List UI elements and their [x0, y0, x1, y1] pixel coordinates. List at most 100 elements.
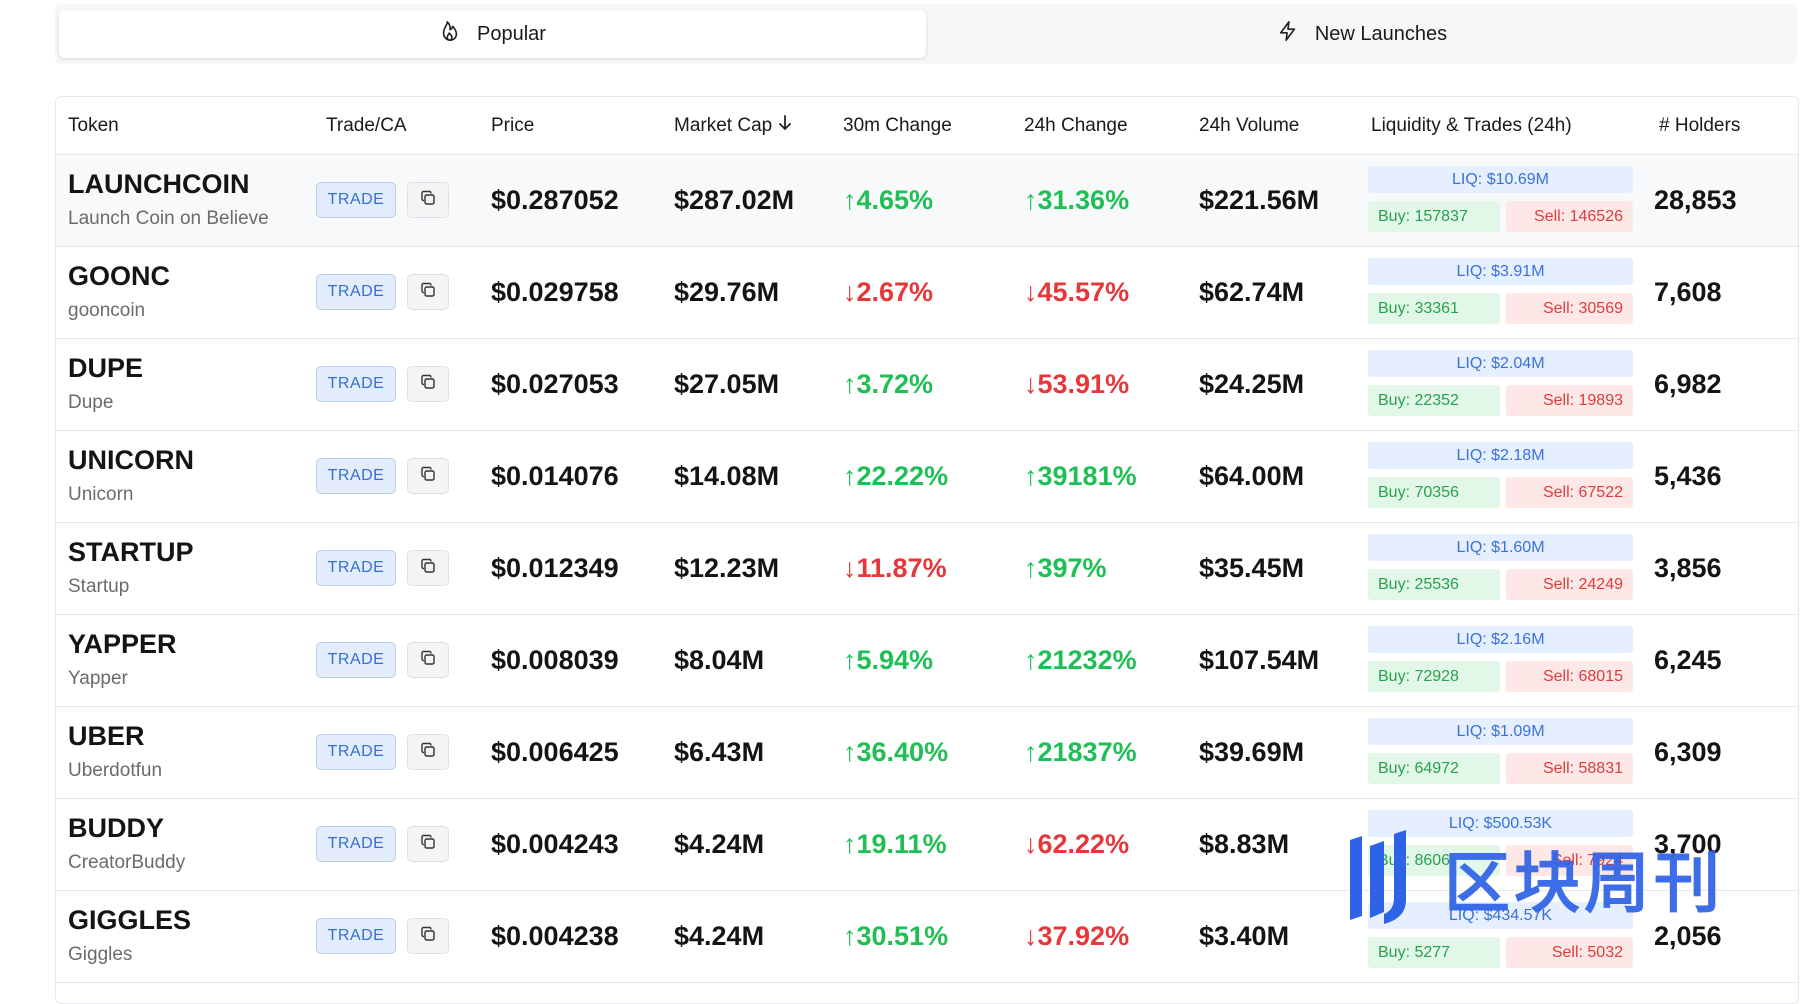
- token-symbol[interactable]: DUPE: [68, 353, 144, 383]
- sell-count-badge: Sell: 146526: [1506, 201, 1633, 232]
- table-row[interactable]: DUPE Dupe TRADE $0.027053 $27.05M ↑3.72% ↓53.9…: [56, 339, 1798, 431]
- price: $0.004243: [491, 829, 619, 859]
- token-symbol[interactable]: UBER: [68, 721, 145, 751]
- volume-24h: $39.69M: [1199, 737, 1305, 767]
- sell-count-badge: Sell: 67522: [1506, 477, 1633, 508]
- copy-address-button[interactable]: [407, 182, 449, 218]
- buy-count-badge: Buy: 25536: [1368, 569, 1500, 600]
- copy-address-button[interactable]: [407, 642, 449, 678]
- token-symbol[interactable]: UNICORN: [68, 445, 194, 475]
- trade-button[interactable]: TRADE: [316, 826, 396, 862]
- holders-count: 28,853: [1654, 185, 1737, 215]
- table-row[interactable]: LAUNCHCOIN Launch Coin on Believe TRADE $0.…: [56, 155, 1798, 247]
- copy-address-button[interactable]: [407, 366, 449, 402]
- header-liquidity[interactable]: Liquidity & Trades (24h): [1371, 115, 1572, 136]
- trade-button[interactable]: TRADE: [316, 274, 396, 310]
- price: $0.029758: [491, 277, 619, 307]
- change-30m: ↑5.94%: [843, 645, 934, 675]
- token-name: gooncoin: [68, 300, 146, 321]
- trade-button[interactable]: TRADE: [316, 458, 396, 494]
- copy-icon: [420, 650, 436, 671]
- token-name: Unicorn: [68, 484, 134, 505]
- header-market-cap-label: Market Cap: [674, 115, 773, 136]
- copy-icon: [420, 926, 436, 947]
- change-30m: ↑36.40%: [843, 737, 949, 767]
- holders-count: 3,856: [1654, 553, 1722, 583]
- copy-address-button[interactable]: [407, 550, 449, 586]
- table-row[interactable]: UBER Uberdotfun TRADE $0.006425 $6.43M ↑36.40…: [56, 707, 1798, 799]
- tab-popular[interactable]: Popular: [59, 10, 926, 58]
- token-name: Giggles: [68, 944, 133, 965]
- change-24h: ↑21232%: [1024, 645, 1137, 675]
- header-30m-change[interactable]: 30m Change: [843, 115, 952, 136]
- change-30m: ↑22.22%: [843, 461, 949, 491]
- market-cap: $8.04M: [674, 645, 765, 675]
- liquidity-badge: LIQ: $3.91M: [1368, 258, 1633, 285]
- market-cap: $4.24M: [674, 829, 765, 859]
- token-symbol[interactable]: LAUNCHCOIN: [68, 169, 250, 199]
- trade-button[interactable]: TRADE: [316, 550, 396, 586]
- table-row[interactable]: GOONC gooncoin TRADE $0.029758 $29.76M ↓2.67%…: [56, 247, 1798, 339]
- change-30m: ↑30.51%: [843, 921, 949, 951]
- market-cap: $14.08M: [674, 461, 780, 491]
- table-row[interactable]: STARTUP Startup TRADE $0.012349 $12.23M ↓11.8…: [56, 523, 1798, 615]
- liquidity-badge: LIQ: $1.09M: [1368, 718, 1633, 745]
- token-symbol[interactable]: GIGGLES: [68, 905, 192, 935]
- change-24h: ↓62.22%: [1024, 829, 1130, 859]
- volume-24h: $3.40M: [1199, 921, 1290, 951]
- price: $0.012349: [491, 553, 619, 583]
- token-symbol[interactable]: YAPPER: [68, 629, 177, 659]
- market-cap: $29.76M: [674, 277, 780, 307]
- header-holders[interactable]: # Holders: [1659, 115, 1741, 136]
- volume-24h: $8.83M: [1199, 829, 1290, 859]
- market-cap: $287.02M: [674, 185, 795, 215]
- trade-button[interactable]: TRADE: [316, 734, 396, 770]
- flame-icon: [439, 20, 461, 48]
- copy-address-button[interactable]: [407, 826, 449, 862]
- tab-bar: Popular New Launches: [55, 4, 1797, 64]
- trade-button[interactable]: TRADE: [316, 182, 396, 218]
- table-row[interactable]: GIGGLES Giggles TRADE $0.004238 $4.24M ↑30.51…: [56, 891, 1798, 983]
- token-symbol[interactable]: GOONC: [68, 261, 171, 291]
- trade-button[interactable]: TRADE: [316, 642, 396, 678]
- copy-address-button[interactable]: [407, 274, 449, 310]
- header-24h-volume[interactable]: 24h Volume: [1199, 115, 1300, 136]
- buy-count-badge: Buy: 72928: [1368, 661, 1500, 692]
- table-row[interactable]: BUDDY CreatorBuddy TRADE $0.004243 $4.24M ↑19…: [56, 799, 1798, 891]
- holders-count: 6,245: [1654, 645, 1722, 675]
- change-24h: ↑21837%: [1024, 737, 1137, 767]
- token-name: Uberdotfun: [68, 760, 163, 781]
- copy-address-button[interactable]: [407, 458, 449, 494]
- price: $0.027053: [491, 369, 619, 399]
- header-24h-change[interactable]: 24h Change: [1024, 115, 1128, 136]
- token-symbol[interactable]: STARTUP: [68, 537, 194, 567]
- holders-count: 6,309: [1654, 737, 1722, 767]
- copy-icon: [420, 834, 436, 855]
- change-24h: ↑31.36%: [1024, 185, 1130, 215]
- trade-button[interactable]: TRADE: [316, 366, 396, 402]
- header-price[interactable]: Price: [491, 115, 535, 136]
- header-market-cap[interactable]: Market Cap: [674, 97, 792, 154]
- table-row[interactable]: UNICORN Unicorn TRADE $0.014076 $14.08M ↑22.2…: [56, 431, 1798, 523]
- tab-new-launches[interactable]: New Launches: [931, 10, 1793, 58]
- liquidity-badge: LIQ: $434.57K: [1368, 902, 1633, 929]
- change-30m: ↑4.65%: [843, 185, 934, 215]
- volume-24h: $221.56M: [1199, 185, 1320, 215]
- tab-popular-label: Popular: [477, 22, 546, 45]
- sell-count-badge: Sell: 30569: [1506, 293, 1633, 324]
- token-symbol[interactable]: BUDDY: [68, 813, 165, 843]
- trade-button[interactable]: TRADE: [316, 918, 396, 954]
- holders-count: 5,436: [1654, 461, 1722, 491]
- price: $0.008039: [491, 645, 619, 675]
- sort-arrow-down-icon: [778, 97, 792, 154]
- header-token[interactable]: Token: [68, 115, 119, 136]
- table-row[interactable]: YAPPER Yapper TRADE $0.008039 $8.04M ↑5.94% ↑2…: [56, 615, 1798, 707]
- holders-count: 2,056: [1654, 921, 1722, 951]
- buy-count-badge: Buy: 5277: [1368, 937, 1500, 968]
- liquidity-badge: LIQ: $10.69M: [1368, 166, 1633, 193]
- copy-address-button[interactable]: [407, 734, 449, 770]
- token-name: Dupe: [68, 392, 114, 413]
- table-header: Token Trade/CA Price Market Cap 30m Chan…: [56, 97, 1798, 155]
- copy-icon: [420, 742, 436, 763]
- copy-address-button[interactable]: [407, 918, 449, 954]
